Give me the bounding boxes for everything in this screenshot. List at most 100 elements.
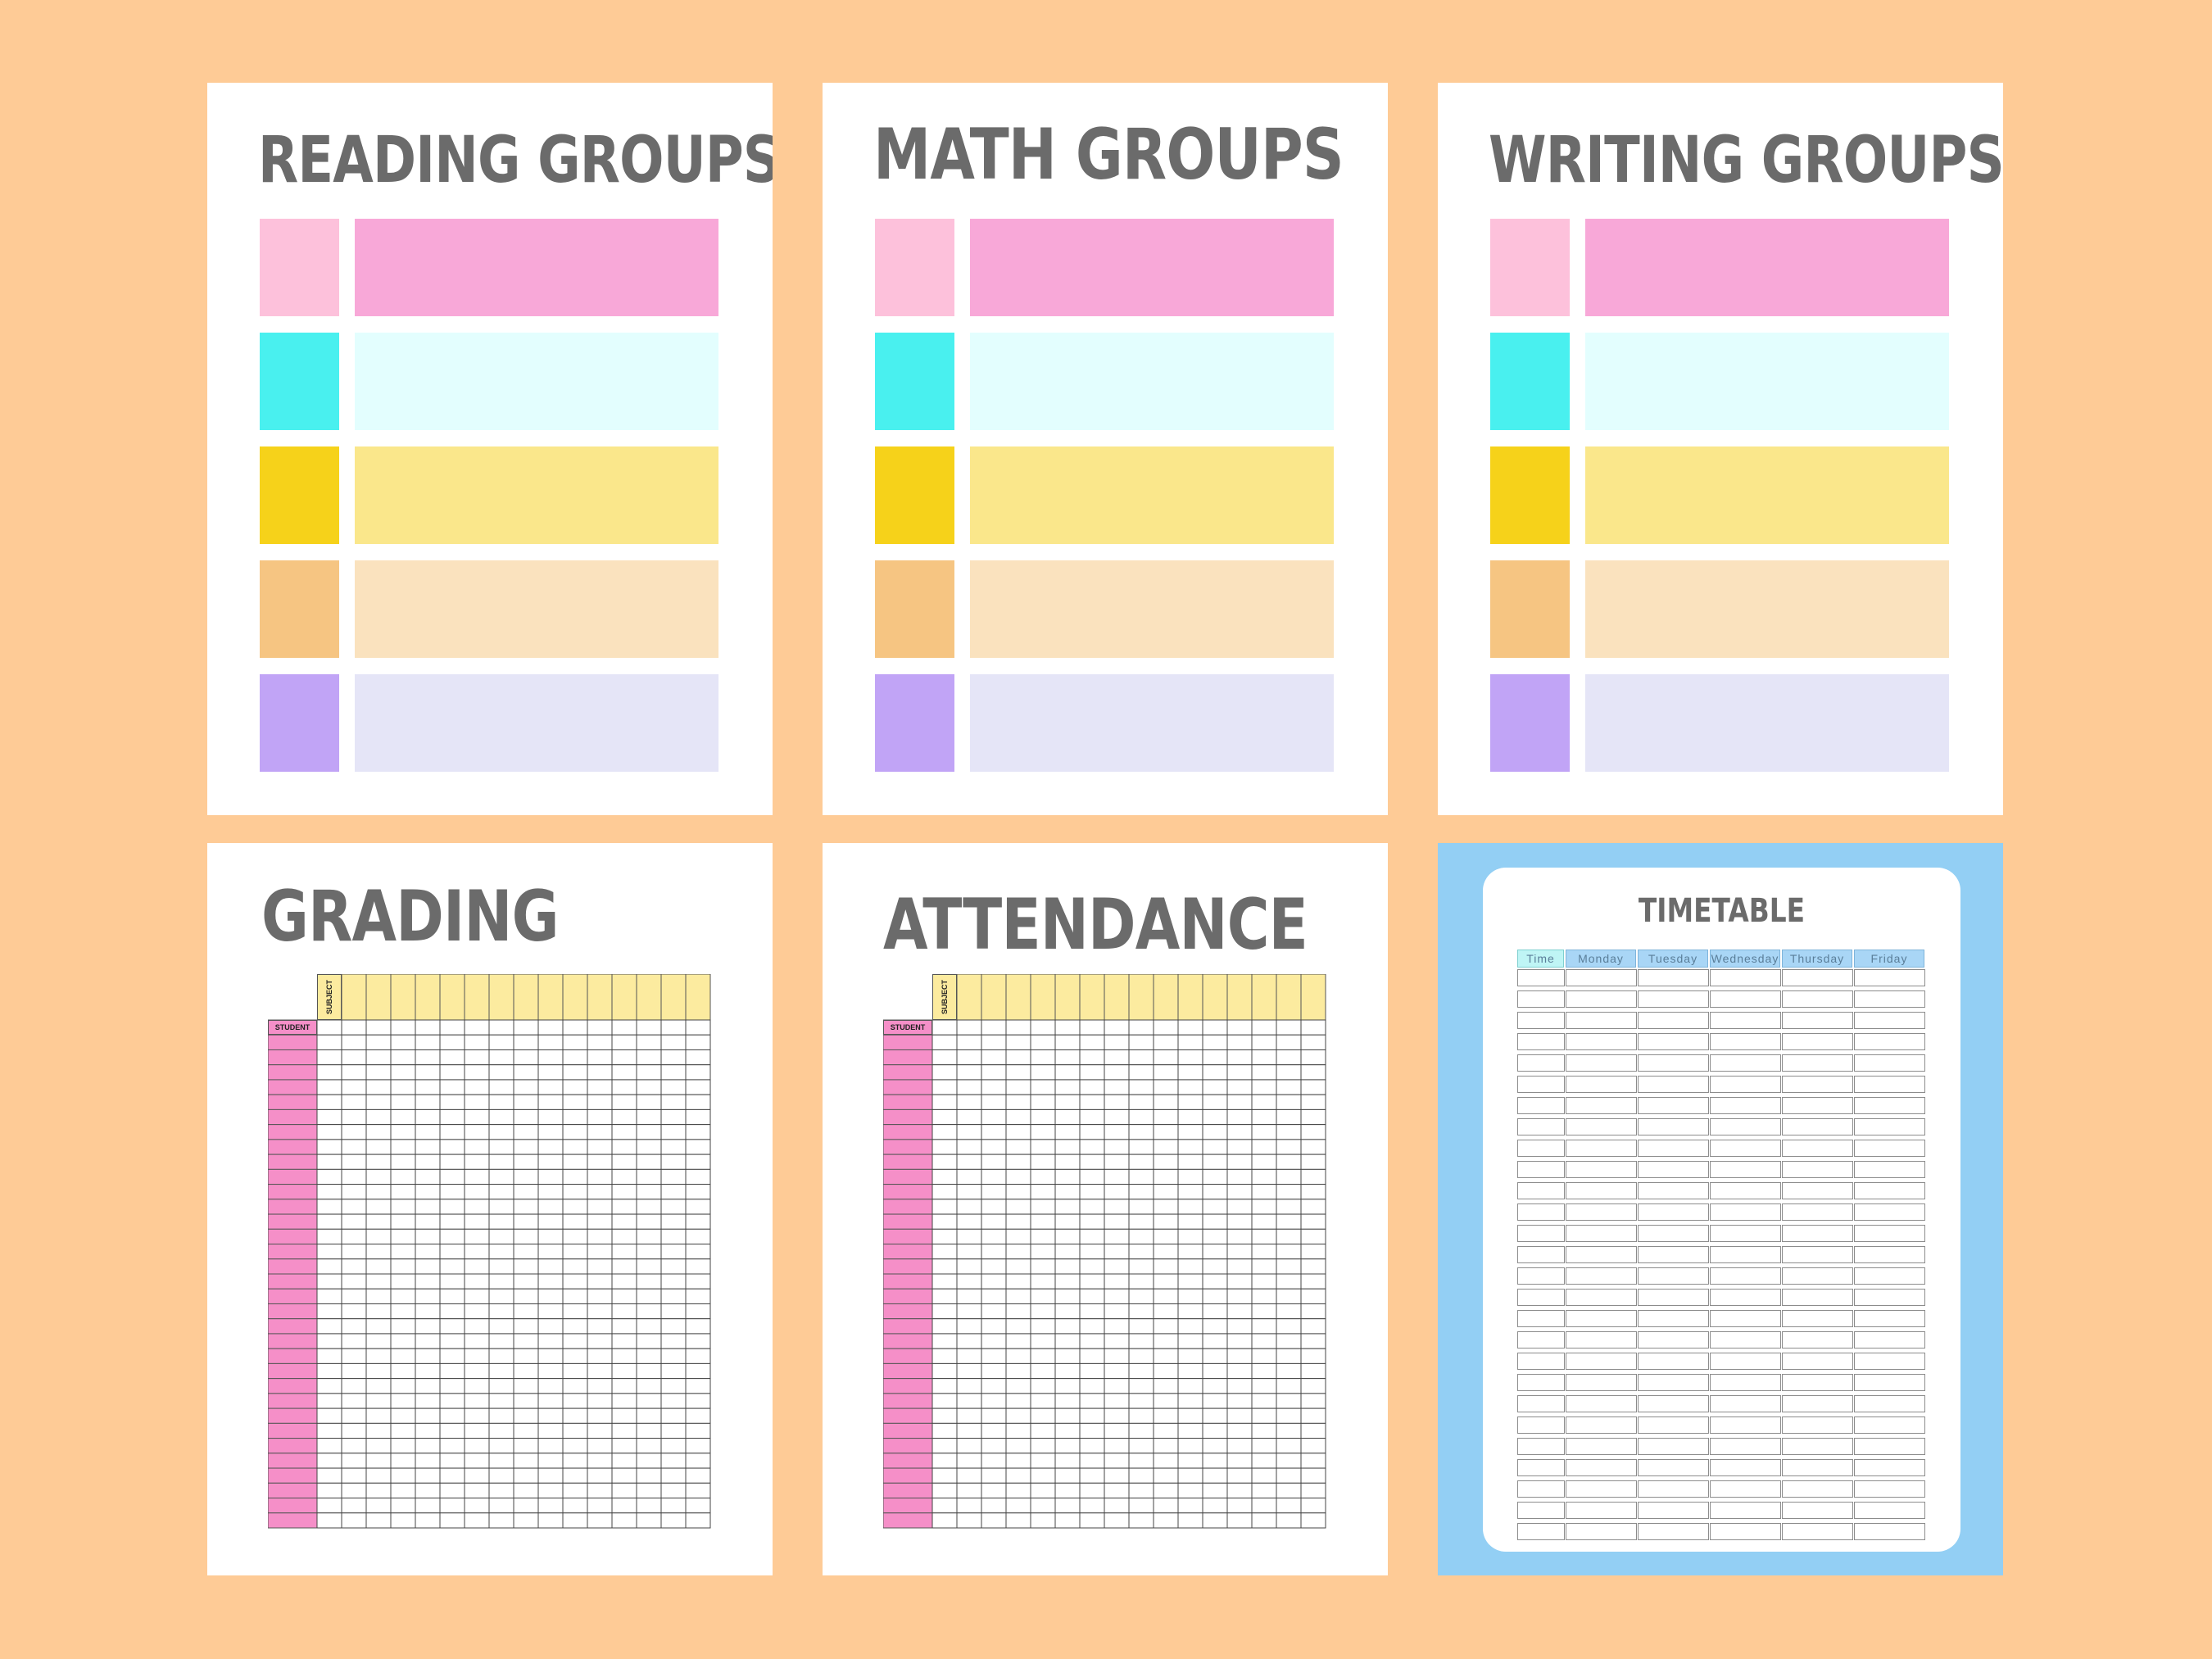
grid-cell bbox=[685, 1049, 711, 1066]
grid-cell bbox=[562, 1333, 588, 1349]
grid-cell bbox=[956, 1049, 982, 1066]
grid-cell bbox=[562, 1422, 588, 1439]
grid-cell bbox=[1226, 1228, 1253, 1245]
grid-cell bbox=[1054, 1467, 1081, 1484]
grid-cell bbox=[1005, 1378, 1031, 1394]
timetable-cell bbox=[1566, 1203, 1637, 1221]
grid-cell bbox=[439, 1407, 465, 1424]
timetable-cell bbox=[1854, 1203, 1925, 1221]
grid-cell bbox=[1104, 1333, 1130, 1349]
grid-lines bbox=[268, 974, 711, 1529]
subject-header-cell bbox=[1128, 974, 1154, 1021]
timetable-cell bbox=[1566, 1502, 1637, 1519]
grid-cell bbox=[1128, 1079, 1154, 1095]
timetable-cell bbox=[1854, 1353, 1925, 1370]
grid-cell bbox=[341, 1199, 367, 1215]
grid-cell bbox=[931, 1049, 958, 1066]
grid-cell bbox=[1030, 1453, 1056, 1469]
grid-cell bbox=[1128, 1482, 1154, 1499]
grid-cell bbox=[365, 1393, 392, 1409]
grid-cell bbox=[1153, 1422, 1179, 1439]
grid-cell bbox=[1202, 1348, 1228, 1364]
student-cell bbox=[268, 1438, 318, 1454]
grid-cell bbox=[341, 1124, 367, 1140]
grid-cell bbox=[611, 1064, 637, 1081]
grid-cell bbox=[1054, 1049, 1081, 1066]
grid-cell bbox=[365, 1512, 392, 1529]
grid-cell bbox=[660, 1273, 687, 1290]
grid-cell bbox=[537, 1258, 564, 1275]
grid-cell bbox=[956, 1467, 982, 1484]
grid-cell bbox=[685, 1079, 711, 1095]
timetable-cell bbox=[1782, 1076, 1853, 1093]
grid-cell bbox=[981, 1438, 1007, 1454]
timetable-cell bbox=[1566, 1054, 1637, 1072]
grid-cell bbox=[636, 1064, 662, 1081]
grid-cell bbox=[611, 1139, 637, 1155]
group-name-field bbox=[970, 560, 1334, 658]
grid-cell bbox=[1153, 1482, 1179, 1499]
grid-cell bbox=[1128, 1453, 1154, 1469]
group-color-swatch bbox=[260, 446, 339, 544]
grid-cell bbox=[1300, 1124, 1326, 1140]
group-color-swatch bbox=[875, 560, 954, 658]
grid-cell bbox=[562, 1199, 588, 1215]
grid-cell bbox=[636, 1482, 662, 1499]
timetable-cell bbox=[1710, 1480, 1781, 1498]
grid-cell bbox=[1054, 1184, 1081, 1200]
math-groups-page: Math Groups bbox=[823, 83, 1388, 815]
group-color-swatch bbox=[1490, 333, 1570, 430]
grid-cell bbox=[660, 1199, 687, 1215]
grid-cell bbox=[660, 1139, 687, 1155]
grid-cell bbox=[1104, 1168, 1130, 1185]
grid-cell bbox=[464, 1482, 490, 1499]
grid-cell bbox=[1300, 1333, 1326, 1349]
grid-cell bbox=[1202, 1213, 1228, 1230]
timetable-cell bbox=[1710, 1225, 1781, 1242]
student-cell bbox=[883, 1348, 933, 1364]
timetable-cell bbox=[1517, 1246, 1565, 1263]
grid-cell bbox=[587, 1034, 613, 1050]
group-row bbox=[260, 674, 718, 772]
grid-cell bbox=[587, 1064, 613, 1081]
grid-cell bbox=[1251, 1348, 1277, 1364]
grid-cell bbox=[1104, 1213, 1130, 1230]
grid-cell bbox=[1005, 1288, 1031, 1304]
grid-cell bbox=[1054, 1228, 1081, 1245]
grid-cell bbox=[1226, 1422, 1253, 1439]
grid-cell bbox=[1079, 1467, 1105, 1484]
grid-cell bbox=[1226, 1303, 1253, 1320]
grid-cell bbox=[1054, 1108, 1081, 1126]
grid-cell bbox=[1030, 1393, 1056, 1409]
grid-cell bbox=[587, 1019, 613, 1036]
grid-cell bbox=[685, 1467, 711, 1484]
timetable-cell bbox=[1782, 1203, 1853, 1221]
grid-cell bbox=[1030, 1184, 1056, 1200]
grid-cell bbox=[1300, 1139, 1326, 1155]
grid-cell bbox=[1153, 1228, 1179, 1245]
grid-cell bbox=[562, 1108, 588, 1126]
grid-cell bbox=[1300, 1303, 1326, 1320]
grid-cell bbox=[956, 1482, 982, 1499]
grid-cell bbox=[316, 1512, 342, 1529]
group-color-swatch bbox=[260, 219, 339, 316]
grid-cell bbox=[439, 1512, 465, 1529]
grid-cell bbox=[341, 1244, 367, 1260]
grid-cell bbox=[1030, 1154, 1056, 1170]
grid-cell bbox=[1153, 1124, 1179, 1140]
grid-cell bbox=[1300, 1228, 1326, 1245]
grid-cell bbox=[931, 1139, 958, 1155]
grid-cell bbox=[562, 1303, 588, 1320]
student-cell bbox=[268, 1378, 318, 1394]
subject-label: SUBJECT bbox=[325, 979, 333, 1015]
grid-cell bbox=[1104, 1318, 1130, 1335]
grid-cell bbox=[488, 1273, 514, 1290]
grid-cell bbox=[1005, 1168, 1031, 1185]
grid-cell bbox=[1030, 1512, 1056, 1529]
grid-cell bbox=[1153, 1244, 1179, 1260]
grid-cell bbox=[513, 1168, 539, 1185]
grid-cell bbox=[587, 1348, 613, 1364]
grid-cell bbox=[390, 1124, 416, 1140]
grid-cell bbox=[981, 1064, 1007, 1081]
student-header: STUDENT bbox=[883, 1020, 932, 1035]
